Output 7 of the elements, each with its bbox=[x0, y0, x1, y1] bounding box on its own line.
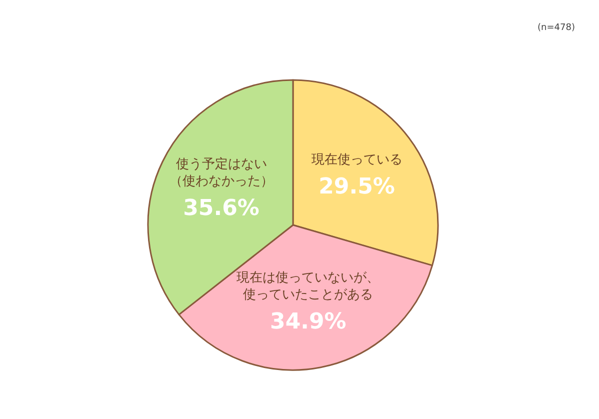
slice-label: 現在は使っていないが、使っていたことがある bbox=[236, 270, 380, 302]
slice-label: 使う予定はない（使わなかった） bbox=[169, 157, 274, 190]
text: (n=478) bbox=[538, 23, 575, 33]
data-label: 34.9% bbox=[270, 309, 346, 334]
data-label: 35.6% bbox=[183, 196, 260, 222]
data-label: 29.5% bbox=[318, 174, 395, 200]
slice-label: 現在使っている bbox=[311, 152, 402, 168]
